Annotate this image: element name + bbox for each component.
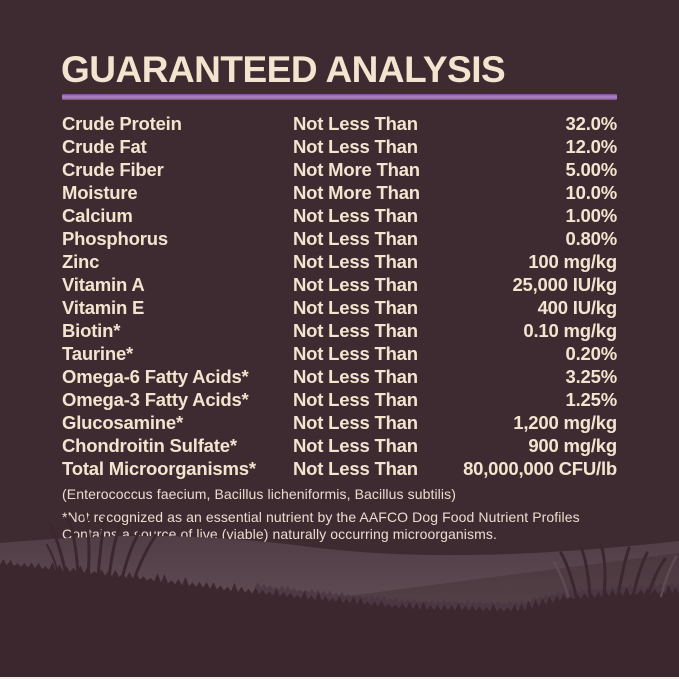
nutrient-qualifier: Not Less Than bbox=[293, 136, 418, 157]
nutrient-qualifier: Not Less Than bbox=[293, 251, 418, 272]
nutrient-value: 3.25% bbox=[565, 366, 618, 387]
nutrient-name: Omega-3 Fatty Acids* bbox=[62, 389, 249, 410]
table-row: Zinc Not Less Than 100 mg/kg bbox=[62, 250, 617, 273]
nutrient-value: 1,200 mg/kg bbox=[513, 412, 617, 433]
nutrient-name: Vitamin E bbox=[62, 297, 145, 318]
foreground-grass bbox=[0, 559, 679, 679]
table-row: Crude Fat Not Less Than 12.0% bbox=[62, 135, 617, 158]
nutrient-name: Crude Fiber bbox=[62, 159, 164, 180]
nutrient-qualifier: Not Less Than bbox=[293, 412, 418, 433]
nutrient-qualifier: Not Less Than bbox=[293, 366, 418, 387]
nutrient-value: 0.80% bbox=[565, 228, 618, 249]
table-row: Glucosamine* Not Less Than 1,200 mg/kg bbox=[62, 411, 617, 434]
table-row: Taurine* Not Less Than 0.20% bbox=[62, 342, 617, 365]
nutrient-value: 100 mg/kg bbox=[528, 251, 617, 272]
nutrient-name: Phosphorus bbox=[62, 228, 168, 249]
bottom-border bbox=[0, 677, 679, 679]
footnote-aafco: *Not recognized as an essential nutrient… bbox=[62, 509, 580, 525]
title-divider bbox=[62, 94, 617, 100]
nutrient-value: 0.20% bbox=[565, 343, 618, 364]
nutrient-qualifier: Not Less Than bbox=[293, 205, 418, 226]
nutrient-name: Glucosamine* bbox=[62, 412, 183, 433]
nutrient-name: Crude Protein bbox=[62, 113, 182, 134]
nutrient-value: 1.25% bbox=[565, 389, 618, 410]
nutrient-value: 400 IU/kg bbox=[537, 297, 618, 318]
table-row: Calcium Not Less Than 1.00% bbox=[62, 204, 617, 227]
table-row: Total Microorganisms* Not Less Than 80,000… bbox=[62, 457, 617, 480]
nutrient-value: 1.00% bbox=[565, 205, 618, 226]
landscape-silhouette bbox=[0, 512, 679, 679]
nutrient-value: 32.0% bbox=[565, 113, 618, 134]
nutrient-qualifier: Not Less Than bbox=[293, 320, 418, 341]
table-row: Biotin* Not Less Than 0.10 mg/kg bbox=[62, 319, 617, 342]
nutrient-name: Moisture bbox=[62, 182, 138, 203]
nutrient-value: 5.00% bbox=[565, 159, 618, 180]
nutrient-name: Zinc bbox=[62, 251, 100, 272]
nutrient-name: Crude Fat bbox=[62, 136, 147, 157]
microorganism-species-note: (Enterococcus faecium, Bacillus lichenif… bbox=[62, 486, 456, 502]
nutrient-name: Taurine* bbox=[62, 343, 134, 364]
nutrient-qualifier: Not Less Than bbox=[293, 458, 418, 479]
nutrient-value: 10.0% bbox=[565, 182, 618, 203]
nutrient-name: Chondroitin Sulfate* bbox=[62, 435, 237, 456]
table-row: Omega-6 Fatty Acids* Not Less Than 3.25% bbox=[62, 365, 617, 388]
table-row: Phosphorus Not Less Than 0.80% bbox=[62, 227, 617, 250]
table-row: Vitamin E Not Less Than 400 IU/kg bbox=[62, 296, 617, 319]
nutrient-qualifier: Not More Than bbox=[293, 182, 420, 203]
right-grass-blades-light bbox=[552, 555, 678, 598]
nutrient-value: 0.10 mg/kg bbox=[523, 320, 617, 341]
nutrient-value: 25,000 IU/kg bbox=[512, 274, 617, 295]
table-row: Moisture Not More Than 10.0% bbox=[62, 181, 617, 204]
nutrient-qualifier: Not Less Than bbox=[293, 274, 418, 295]
nutrient-name: Biotin* bbox=[62, 320, 121, 341]
table-row: Omega-3 Fatty Acids* Not Less Than 1.25% bbox=[62, 388, 617, 411]
left-grass-blades bbox=[46, 512, 158, 582]
table-row: Crude Fiber Not More Than 5.00% bbox=[62, 158, 617, 181]
nutrient-name: Total Microorganisms* bbox=[62, 458, 256, 479]
nutrient-qualifier: Not Less Than bbox=[293, 297, 418, 318]
nutrient-qualifier: Not More Than bbox=[293, 159, 420, 180]
nutrient-name: Calcium bbox=[62, 205, 133, 226]
table-row: Crude Protein Not Less Than 32.0% bbox=[62, 112, 617, 135]
nutrient-value: 12.0% bbox=[565, 136, 618, 157]
table-row: Vitamin A Not Less Than 25,000 IU/kg bbox=[62, 273, 617, 296]
nutrient-value: 900 mg/kg bbox=[528, 435, 617, 456]
nutrient-name: Omega-6 Fatty Acids* bbox=[62, 366, 249, 387]
table-row: Chondroitin Sulfate* Not Less Than 900 mg/… bbox=[62, 434, 617, 457]
nutrient-name: Vitamin A bbox=[62, 274, 145, 295]
nutrient-qualifier: Not Less Than bbox=[293, 435, 418, 456]
nutrient-qualifier: Not Less Than bbox=[293, 343, 418, 364]
nutrient-qualifier: Not Less Than bbox=[293, 113, 418, 134]
right-grass-blades bbox=[559, 543, 667, 598]
page-title: GUARANTEED ANALYSIS bbox=[61, 49, 506, 90]
analysis-table: Crude Protein Not Less Than 32.0% Crude Fat… bbox=[62, 112, 617, 480]
nutrient-qualifier: Not Less Than bbox=[293, 228, 418, 249]
nutrient-value: 80,000,000 CFU/lb bbox=[463, 458, 617, 479]
nutrient-qualifier: Not Less Than bbox=[293, 389, 418, 410]
